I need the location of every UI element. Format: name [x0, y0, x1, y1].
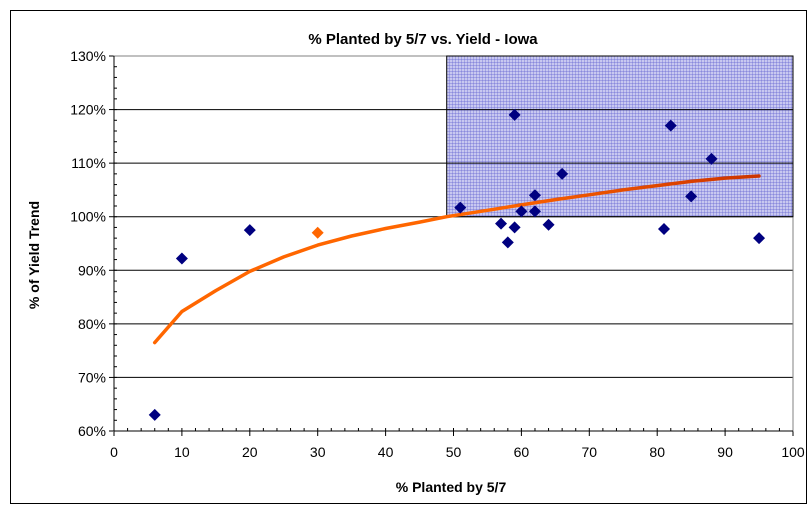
x-tick-label: 10 [174, 444, 190, 460]
data-point-diamond [556, 167, 569, 180]
y-tick-label: 110% [71, 155, 106, 171]
data-point-diamond [508, 108, 521, 121]
data-point-diamond [705, 152, 718, 165]
x-axis-label: % Planted by 5/7 [396, 479, 507, 495]
x-tick-label: 50 [446, 444, 462, 460]
data-point-diamond [753, 232, 766, 245]
x-tick-label: 20 [242, 444, 258, 460]
plot-area: 60% 70% 80% 90% 100% 110% 120% 130% 0 10 20 30 40 50 6… [70, 48, 805, 460]
data-point-diamond [495, 217, 508, 230]
y-tick-label: 130% [70, 48, 106, 64]
data-point-diamond [501, 236, 514, 249]
data-point-diamond [454, 201, 467, 214]
x-tick-label: 40 [378, 444, 394, 460]
data-point-diamond [528, 189, 541, 202]
y-tick-label: 120% [70, 102, 106, 118]
trendline [152, 174, 761, 345]
x-tick-label: 80 [649, 444, 665, 460]
x-tick-label: 60 [514, 444, 530, 460]
data-point-diamond [542, 218, 555, 231]
chart-frame: % Planted by 5/7 vs. Yield - Iowa % of Y… [10, 10, 807, 504]
chart-title: % Planted by 5/7 vs. Yield - Iowa [308, 31, 538, 48]
x-tick-label: 70 [582, 444, 598, 460]
x-tick-label: 90 [717, 444, 733, 460]
y-tick-label: 80% [78, 316, 106, 332]
data-point-diamond [148, 408, 161, 421]
data-point-diamond [175, 252, 188, 265]
data-point-diamond [685, 190, 698, 203]
data-point-diamond [664, 119, 677, 132]
data-point-diamond [657, 223, 670, 236]
x-tick-label: 30 [310, 444, 326, 460]
y-axis-label: % of Yield Trend [26, 201, 42, 309]
data-point-diamond [528, 205, 541, 218]
highlight-region-border [446, 55, 794, 218]
y-tick-label: 100% [70, 209, 106, 225]
y-tick-label: 90% [78, 262, 106, 278]
y-tick-label: 60% [78, 423, 106, 439]
y-tick-label: 70% [78, 369, 106, 385]
highlight-region [446, 56, 793, 217]
scatter-chart: % Planted by 5/7 vs. Yield - Iowa % of Y… [26, 31, 805, 495]
x-tick-label: 100 [781, 444, 805, 460]
data-point-diamond [508, 221, 521, 234]
data-point-diamond [515, 205, 528, 218]
highlight-point-diamond [311, 226, 324, 239]
data-point-diamond [243, 224, 256, 237]
x-tick-label: 0 [110, 444, 118, 460]
